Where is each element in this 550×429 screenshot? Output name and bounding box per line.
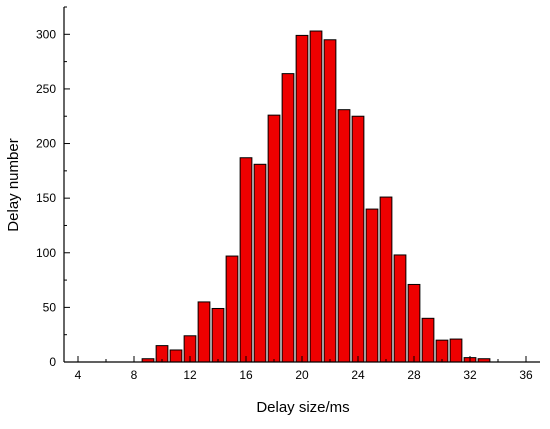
bar-24: [351, 115, 365, 363]
y-tick-label: 150: [36, 191, 56, 205]
bars-group: [141, 30, 491, 363]
bar-28: [407, 283, 421, 363]
x-tick-label: 12: [183, 368, 197, 382]
bar-21: [309, 30, 323, 363]
bar-15: [225, 255, 239, 363]
y-tick-label: 200: [36, 137, 56, 151]
bar-16: [239, 157, 253, 363]
y-tick-label: 100: [36, 246, 56, 260]
x-tick-label: 24: [351, 368, 365, 382]
x-axis-title: Delay size/ms: [256, 399, 349, 416]
x-tick-label: 20: [295, 368, 309, 382]
bar-13: [197, 301, 211, 363]
ticks-group: 4 8 12 16 20 24 28 32 36 0 50 100 150 200 250 300: [36, 6, 533, 382]
bar-29: [421, 317, 435, 363]
x-tick-label: 16: [239, 368, 253, 382]
bar-11: [169, 349, 183, 363]
y-axis-title: Delay number: [5, 138, 22, 231]
bar-22: [323, 39, 337, 363]
y-tick-label: 0: [49, 355, 56, 369]
bar-25: [365, 208, 379, 363]
bar-26: [379, 196, 393, 363]
y-tick-label: 250: [36, 82, 56, 96]
bar-18: [267, 114, 281, 363]
x-tick-label: 28: [407, 368, 421, 382]
bar-31: [449, 338, 463, 363]
bar-14: [211, 307, 225, 363]
y-tick-label: 300: [36, 27, 56, 41]
bar-20: [295, 34, 309, 363]
bar-27: [393, 254, 407, 363]
bar-23: [337, 109, 351, 363]
x-tick-label: 32: [463, 368, 477, 382]
bar-30: [435, 339, 449, 363]
bar-17: [253, 163, 267, 363]
y-tick-label: 50: [43, 300, 57, 314]
x-tick-label: 8: [131, 368, 138, 382]
x-tick-label: 36: [519, 368, 533, 382]
bar-19: [281, 73, 295, 363]
x-tick-label: 4: [75, 368, 82, 382]
